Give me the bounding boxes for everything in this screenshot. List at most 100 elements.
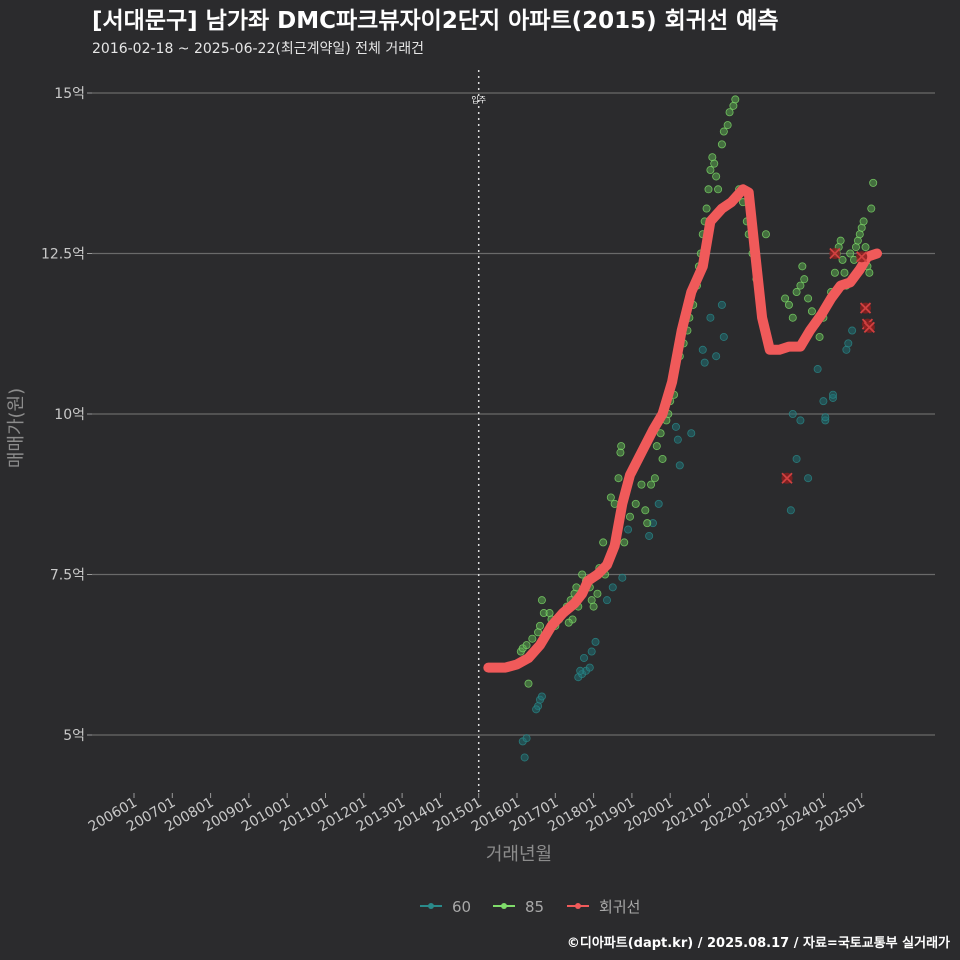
y-axis: 5억 7.5억 10억 12.5억 15억	[41, 86, 92, 744]
point-60	[608, 583, 617, 592]
point-85	[859, 217, 868, 226]
point-85	[606, 493, 615, 502]
point-85	[702, 204, 711, 213]
point-85	[528, 634, 537, 643]
point-60	[712, 352, 721, 361]
legend-entry: 85	[493, 898, 544, 916]
point-85	[589, 602, 598, 611]
point-85	[840, 268, 849, 277]
point-85	[717, 140, 726, 149]
x-axis: 2006012007012008012009012010012011012012…	[86, 793, 868, 835]
point-85	[798, 262, 807, 271]
point-60	[675, 461, 684, 470]
point-60	[654, 499, 663, 508]
point-60	[844, 339, 853, 348]
point-85	[537, 596, 546, 605]
legend-swatch-dot	[575, 903, 581, 909]
point-85	[599, 538, 608, 547]
prediction-marker	[829, 247, 841, 260]
point-60	[821, 413, 830, 422]
point-85	[796, 281, 805, 290]
prediction-marker	[863, 321, 875, 333]
point-85	[865, 268, 874, 277]
point-60	[532, 705, 541, 714]
y-tick-label: 7.5억	[50, 568, 85, 584]
point-60	[520, 753, 529, 762]
point-85	[706, 166, 715, 175]
point-60	[796, 416, 805, 425]
chart-title: [서대문구] 남가좌 DMC파크뷰자이2단지 아파트(2015) 회귀선 예측	[92, 8, 778, 34]
point-85	[658, 454, 667, 463]
point-85	[652, 442, 661, 451]
point-85	[704, 185, 713, 194]
point-60	[698, 345, 707, 354]
point-60	[645, 531, 654, 540]
point-85	[836, 236, 845, 245]
point-60	[618, 573, 627, 582]
point-60	[848, 326, 857, 335]
point-85	[788, 313, 797, 322]
y-axis-title: 매매가(원)	[6, 388, 27, 468]
legend-entry: 회귀선	[567, 898, 640, 916]
prediction-marker-cross	[781, 472, 793, 484]
plot-area: 입주	[92, 70, 935, 793]
point-60	[828, 390, 837, 399]
prediction-marker-cross	[859, 302, 872, 314]
point-60	[788, 409, 797, 418]
prediction-marker	[781, 472, 793, 484]
regression-line	[483, 184, 882, 673]
point-85	[614, 474, 623, 483]
point-85	[524, 679, 533, 688]
point-85	[625, 512, 634, 521]
y-tick-label: 12.5억	[41, 247, 85, 263]
point-85	[656, 429, 665, 438]
point-60	[804, 474, 813, 483]
legend-label: 60	[452, 898, 471, 916]
point-85	[830, 268, 839, 277]
point-60	[580, 653, 589, 662]
chart-caption: ©디아파트(dapt.kr) / 2025.08.17 / 자료=국토교통부 실…	[567, 935, 950, 951]
prediction-marker-cross	[863, 321, 875, 333]
legend-entry: 60	[420, 898, 471, 916]
regression-path	[483, 184, 882, 673]
point-85	[725, 108, 734, 117]
point-85	[641, 506, 650, 515]
prediction-marker	[859, 302, 872, 314]
point-85	[846, 249, 855, 258]
point-85	[723, 121, 732, 130]
point-60	[587, 647, 596, 656]
point-60	[717, 300, 726, 309]
point-85	[593, 589, 602, 598]
point-85	[631, 499, 640, 508]
point-60	[591, 637, 600, 646]
legend-label: 회귀선	[599, 898, 640, 916]
point-85	[637, 480, 646, 489]
point-85	[731, 95, 740, 104]
point-60	[700, 358, 709, 367]
point-85	[861, 243, 870, 252]
prediction-marker	[856, 251, 868, 263]
point-85	[784, 300, 793, 309]
legend-swatch-dot	[501, 903, 507, 909]
prediction-markers	[781, 247, 875, 484]
point-60	[671, 422, 680, 431]
legend: 60 85 회귀선	[420, 898, 640, 916]
point-85	[647, 480, 656, 489]
point-60	[522, 734, 531, 743]
point-85	[800, 275, 809, 284]
legend-label: 85	[525, 898, 544, 916]
chart-subtitle: 2016-02-18 ~ 2025-06-22(최근계약일) 전체 거래건	[92, 41, 424, 57]
prediction-marker-cross	[829, 247, 841, 260]
point-85	[781, 294, 790, 303]
prediction-marker-cross	[856, 251, 868, 263]
point-85	[807, 307, 816, 316]
point-60	[624, 525, 633, 534]
point-85	[643, 519, 652, 528]
point-60	[576, 666, 585, 675]
point-85	[761, 230, 770, 239]
point-60	[585, 663, 594, 672]
point-85	[712, 172, 721, 181]
point-60	[786, 506, 795, 515]
